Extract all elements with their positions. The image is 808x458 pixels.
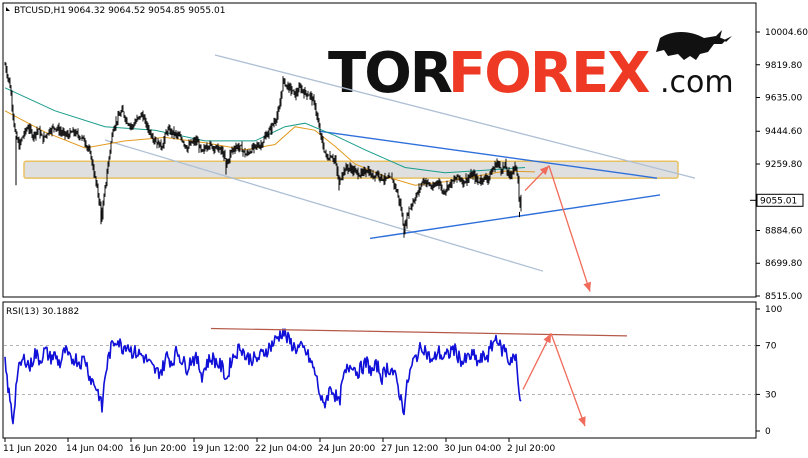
moving-averages <box>4 87 536 186</box>
rsi-series <box>4 328 522 425</box>
time-tick-label: 11 Jun 2020 <box>3 444 57 454</box>
symbol-label: BTCUSD,H1 <box>14 6 66 16</box>
rsi-forecast-arrowhead <box>578 416 586 427</box>
logo-com-text: .com <box>660 65 734 100</box>
time-tick-label: 22 Jun 04:00 <box>255 444 312 454</box>
price-tick-label: 8884.60 <box>765 226 802 236</box>
rsi-tick-label: 30 <box>765 390 777 400</box>
slow-moving-average <box>4 87 526 174</box>
trend-line <box>369 194 661 240</box>
ohlc-values: 9064.32 9064.52 9054.85 9055.01 <box>68 6 225 16</box>
logo: TOR FOREX .com <box>328 30 734 106</box>
price-tick-label: 9259.80 <box>765 160 802 170</box>
current-price-label: 9055.01 <box>760 196 797 206</box>
rsi-tick-label: 70 <box>765 342 777 352</box>
rsi-tick-label: 100 <box>765 305 782 315</box>
time-tick-label: 24 Jun 20:00 <box>318 444 375 454</box>
rsi-tick-label: 0 <box>765 427 771 437</box>
bull-icon <box>656 30 732 60</box>
logo-tor-text: TOR <box>328 41 452 106</box>
channel-line <box>214 54 696 179</box>
rsi-forecast-arrow <box>550 333 586 427</box>
logo-forex-text: FOREX <box>448 41 650 106</box>
channel-line <box>104 139 544 272</box>
time-tick-label: 27 Jun 12:00 <box>381 444 438 454</box>
rsi-trend-line <box>210 327 628 337</box>
price-tick-label: 9819.80 <box>765 61 802 71</box>
time-tick-label: 14 Jun 04:00 <box>66 444 123 454</box>
forecast-arrowhead <box>539 165 549 175</box>
price-axis: 10004.60 9819.80 9635.00 9444.60 9259.80 8884… <box>750 28 808 302</box>
price-forecast <box>524 165 592 292</box>
price-series <box>4 61 522 238</box>
time-tick-label: 16 Jun 20:00 <box>129 444 186 454</box>
rsi-annotations <box>210 327 628 427</box>
time-tick-label: 2 Jul 20:00 <box>507 444 556 454</box>
collapse-icon <box>6 7 10 11</box>
rsi-levels <box>4 345 755 395</box>
forecast-arrow <box>548 165 591 292</box>
rsi-forecast-arrow <box>522 333 552 390</box>
price-tick-label: 9635.00 <box>765 94 802 104</box>
price-tick-label: 8515.00 <box>765 292 802 302</box>
price-title: BTCUSD,H1 9064.32 9064.52 9054.85 9055.0… <box>6 6 225 16</box>
price-tick-label: 10004.60 <box>765 28 808 38</box>
forecast-arrowhead <box>583 281 592 292</box>
current-price-marker: 9055.01 <box>756 193 804 207</box>
time-tick-label: 30 Jun 04:00 <box>444 444 501 454</box>
time-axis: 11 Jun 2020 14 Jun 04:00 16 Jun 20:00 19 Ju… <box>3 438 556 454</box>
time-tick-label: 19 Jun 12:00 <box>192 444 249 454</box>
price-tick-label: 9444.60 <box>765 127 802 137</box>
fast-moving-average <box>4 110 536 186</box>
trend-line <box>318 130 658 179</box>
rsi-title: RSI(13) 30.1882 <box>6 307 79 317</box>
price-annotations <box>104 54 696 272</box>
price-pane <box>2 2 757 298</box>
rsi-line <box>4 328 522 425</box>
rsi-forecast-arrowhead <box>543 333 551 344</box>
price-tick-label: 8699.80 <box>765 259 802 269</box>
rsi-axis: 100 70 30 0 <box>756 305 782 437</box>
